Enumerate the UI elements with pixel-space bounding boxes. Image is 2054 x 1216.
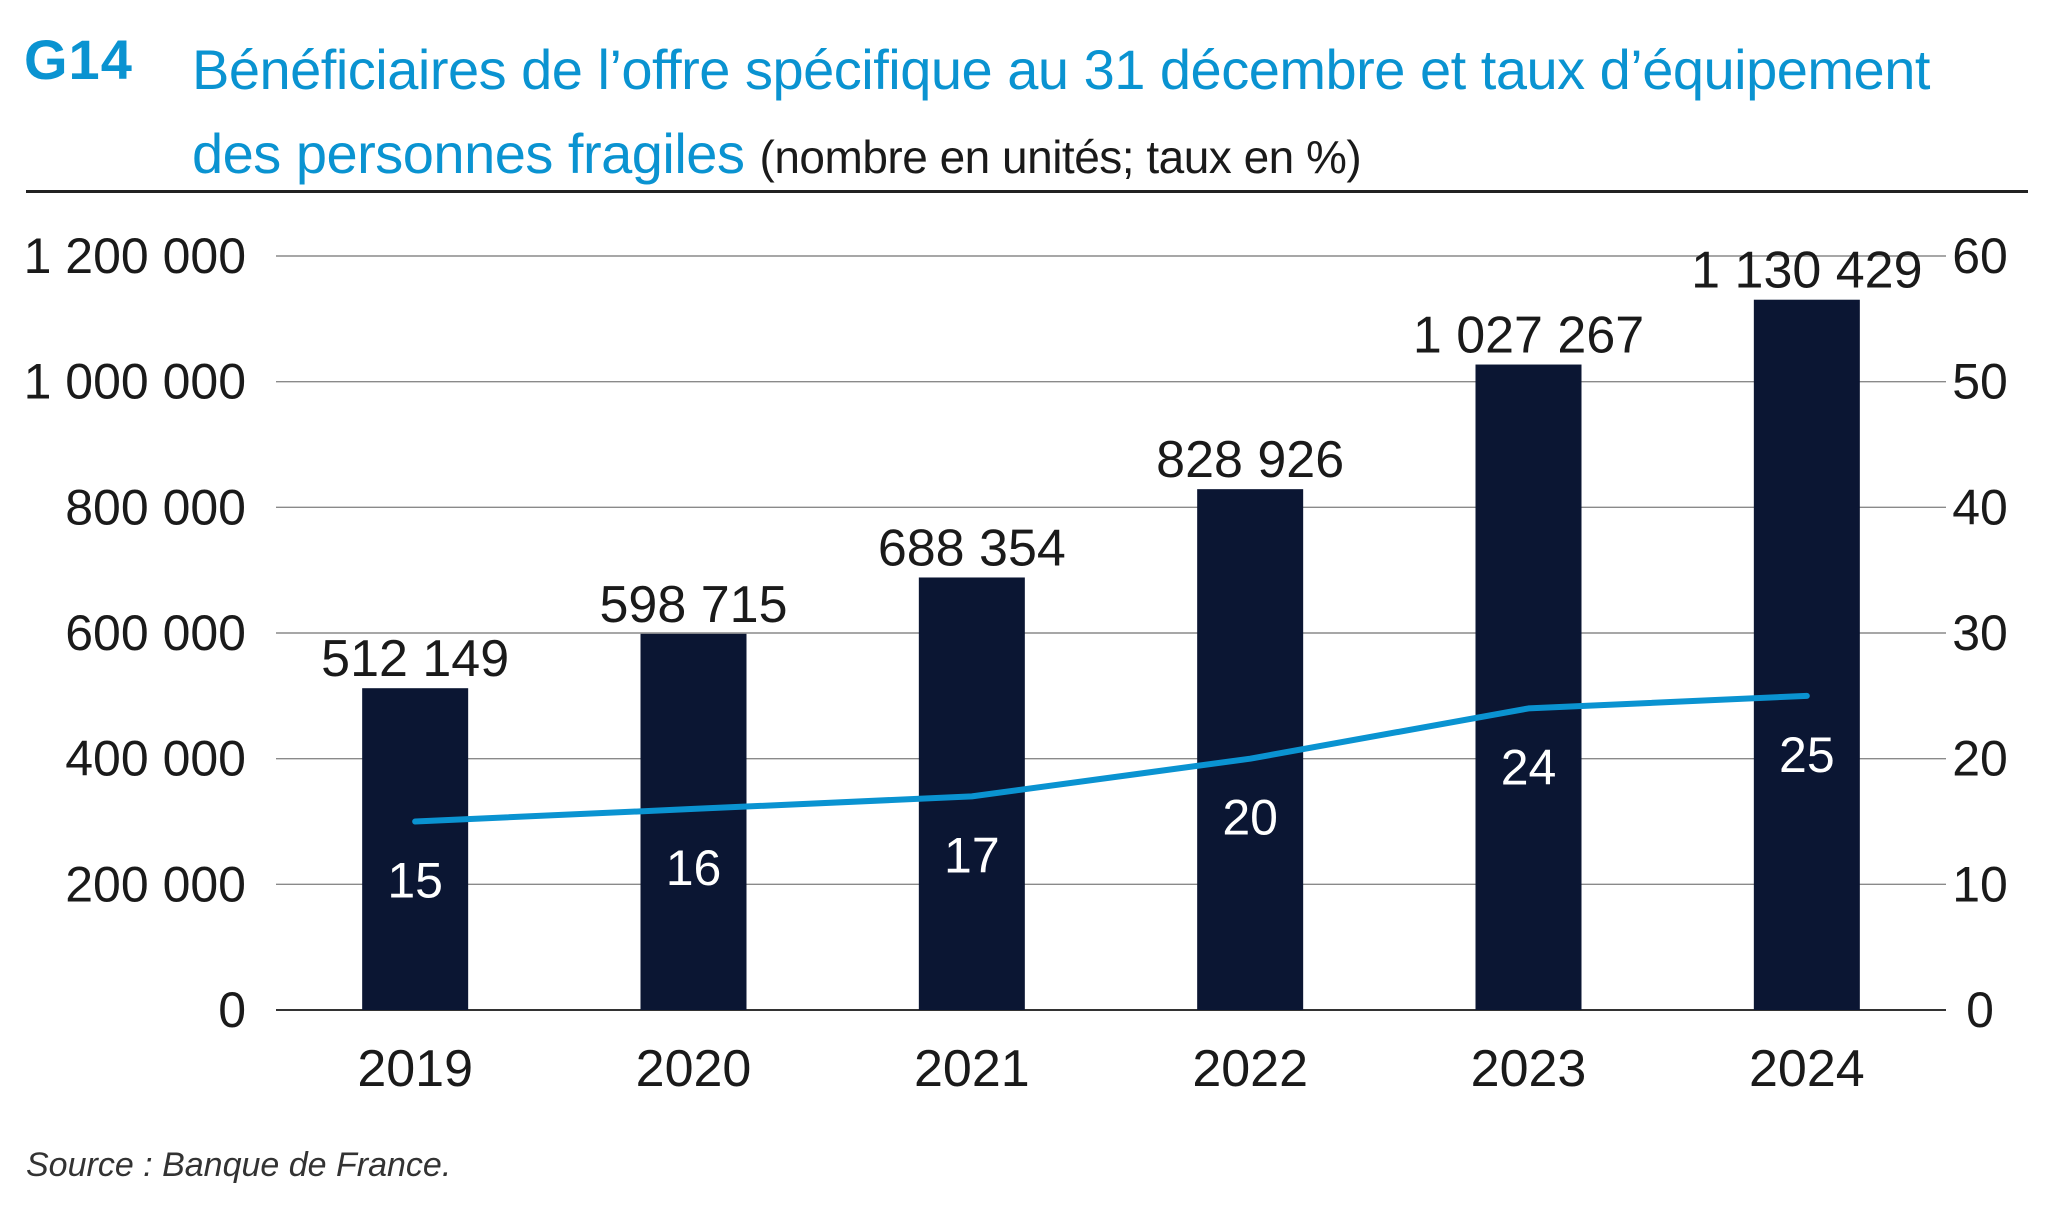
y-left-tick-label: 1 200 000	[24, 228, 246, 284]
rate-line	[412, 692, 1810, 825]
rate-value-label: 15	[387, 853, 443, 909]
bar	[362, 688, 469, 1010]
rate-value-label: 16	[666, 840, 722, 896]
y-right-tick-label: 60	[1952, 228, 2008, 284]
bar-value-label: 512 149	[321, 630, 509, 688]
x-tick-label: 2023	[1471, 1040, 1587, 1098]
bar-value-label: 1 027 267	[1413, 307, 1644, 365]
bar	[640, 633, 747, 1010]
source-note: Source : Banque de France.	[26, 1146, 452, 1184]
title-rule	[26, 190, 2028, 193]
bar	[1753, 299, 1860, 1011]
y-right-tick-label: 0	[1966, 982, 1994, 1038]
rate-value-label: 24	[1501, 739, 1557, 795]
x-tick-label: 2021	[914, 1040, 1030, 1098]
rate-value-label: 25	[1779, 727, 1835, 783]
y-right-tick-label: 40	[1952, 479, 2008, 535]
bar-value-label: 688 354	[878, 519, 1066, 577]
x-tick-label: 2020	[636, 1040, 752, 1098]
rate-value-label: 20	[1222, 790, 1278, 846]
y-left-tick-label: 400 000	[65, 731, 246, 787]
bar-value-label: 1 130 429	[1691, 242, 1922, 300]
x-tick-label: 2022	[1192, 1040, 1308, 1098]
y-right-tick-label: 50	[1952, 354, 2008, 410]
figure-code: G14	[24, 28, 133, 91]
y-left-tick-label: 800 000	[65, 479, 246, 535]
x-tick-label: 2024	[1749, 1040, 1865, 1098]
y-left-tick-label: 600 000	[65, 605, 246, 661]
y-right-tick-label: 10	[1952, 856, 2008, 912]
y-right-tick-label: 30	[1952, 605, 2008, 661]
rate-value-label: 17	[944, 827, 1000, 883]
y-left-tick-label: 0	[218, 982, 246, 1038]
y-left-tick-label: 200 000	[65, 856, 246, 912]
chart-unit-note: (nombre en unités; taux en %)	[759, 131, 1362, 183]
y-right-tick-label: 20	[1952, 731, 2008, 787]
bar-value-label: 828 926	[1156, 431, 1344, 489]
y-left-tick-label: 1 000 000	[24, 354, 246, 410]
x-tick-label: 2019	[357, 1040, 473, 1098]
chart-title: Bénéficiaires de l’offre spécifique au 3…	[192, 28, 1992, 199]
bar-value-label: 598 715	[600, 576, 788, 634]
bar	[1475, 364, 1582, 1010]
chart-title-text: Bénéficiaires de l’offre spécifique au 3…	[192, 38, 1930, 185]
